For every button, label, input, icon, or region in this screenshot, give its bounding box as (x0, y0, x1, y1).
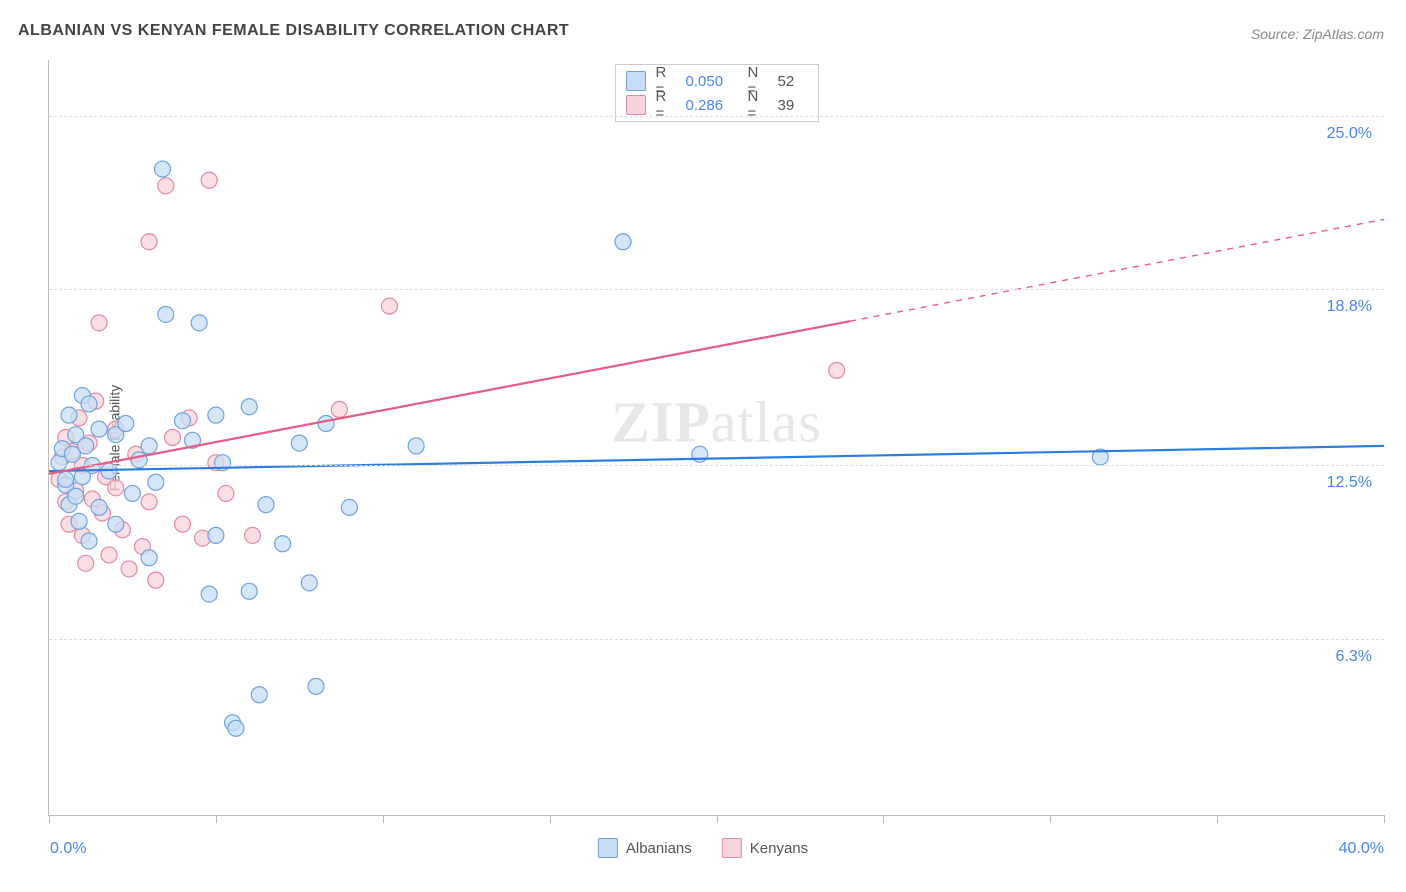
legend-item-albanians: Albanians (598, 838, 692, 858)
scatter-point (175, 516, 191, 532)
n-value-albanians: 52 (778, 73, 808, 90)
scatter-point (318, 416, 334, 432)
series-legend: Albanians Kenyans (598, 838, 808, 858)
x-axis-max-label: 40.0% (1339, 840, 1384, 858)
legend-item-kenyans: Kenyans (722, 838, 808, 858)
scatter-point (175, 413, 191, 429)
scatter-point (228, 720, 244, 736)
scatter-point (141, 494, 157, 510)
scatter-point (81, 533, 97, 549)
chart-title: ALBANIAN VS KENYAN FEMALE DISABILITY COR… (18, 22, 569, 40)
scatter-point (124, 485, 140, 501)
r-value-albanians: 0.050 (686, 73, 738, 90)
scatter-point (829, 362, 845, 378)
scatter-point (121, 561, 137, 577)
trend-line-extrapolated (850, 219, 1384, 321)
scatter-point (615, 234, 631, 250)
scatter-point (241, 583, 257, 599)
scatter-point (141, 438, 157, 454)
x-tick (216, 815, 217, 823)
scatter-point (58, 471, 74, 487)
scatter-point (258, 497, 274, 513)
chart-container: ALBANIAN VS KENYAN FEMALE DISABILITY COR… (0, 0, 1406, 892)
x-tick (383, 815, 384, 823)
chart-svg (49, 60, 1384, 815)
x-tick (550, 815, 551, 823)
scatter-point (78, 438, 94, 454)
scatter-point (118, 416, 134, 432)
scatter-point (61, 407, 77, 423)
x-tick (883, 815, 884, 823)
scatter-point (208, 527, 224, 543)
legend-label-albanians: Albanians (626, 840, 692, 857)
y-tick-label: 6.3% (1336, 648, 1372, 666)
scatter-point (381, 298, 397, 314)
scatter-point (141, 234, 157, 250)
scatter-point (158, 306, 174, 322)
scatter-point (251, 687, 267, 703)
scatter-point (191, 315, 207, 331)
gridline-h (49, 639, 1384, 640)
n-value-kenyans: 39 (778, 97, 808, 114)
x-tick (1050, 815, 1051, 823)
scatter-point (108, 516, 124, 532)
trend-line (49, 446, 1384, 471)
scatter-point (308, 678, 324, 694)
scatter-point (91, 421, 107, 437)
x-tick (1217, 815, 1218, 823)
scatter-point (81, 396, 97, 412)
stats-legend-row-albanians: R = 0.050 N = 52 (626, 69, 808, 93)
legend-swatch-kenyans (722, 838, 742, 858)
legend-swatch-albanians (598, 838, 618, 858)
r-value-kenyans: 0.286 (686, 97, 738, 114)
scatter-point (148, 474, 164, 490)
scatter-point (201, 586, 217, 602)
x-axis-min-label: 0.0% (50, 840, 86, 858)
swatch-kenyans (626, 95, 646, 115)
x-tick (49, 815, 50, 823)
stats-legend-row-kenyans: R = 0.286 N = 39 (626, 93, 808, 117)
gridline-h (49, 116, 1384, 117)
x-tick (717, 815, 718, 823)
scatter-point (154, 161, 170, 177)
y-tick-label: 25.0% (1327, 125, 1372, 143)
swatch-albanians (626, 71, 646, 91)
scatter-point (78, 555, 94, 571)
scatter-point (101, 547, 117, 563)
scatter-point (71, 513, 87, 529)
x-tick (1384, 815, 1385, 823)
scatter-point (331, 402, 347, 418)
scatter-point (275, 536, 291, 552)
y-tick-label: 18.8% (1327, 298, 1372, 316)
scatter-point (164, 430, 180, 446)
legend-label-kenyans: Kenyans (750, 840, 808, 857)
source-label: Source: ZipAtlas.com (1251, 26, 1384, 42)
scatter-point (201, 172, 217, 188)
plot-area: Female Disability ZIPatlas R = 0.050 N =… (48, 60, 1384, 816)
scatter-point (408, 438, 424, 454)
scatter-point (91, 315, 107, 331)
scatter-point (91, 499, 107, 515)
scatter-point (241, 399, 257, 415)
scatter-point (141, 550, 157, 566)
scatter-point (148, 572, 164, 588)
trend-line (49, 321, 850, 474)
scatter-point (158, 178, 174, 194)
scatter-point (341, 499, 357, 515)
gridline-h (49, 289, 1384, 290)
scatter-point (218, 485, 234, 501)
gridline-h (49, 465, 1384, 466)
scatter-point (108, 480, 124, 496)
scatter-point (208, 407, 224, 423)
y-tick-label: 12.5% (1327, 474, 1372, 492)
scatter-point (68, 488, 84, 504)
stats-legend: R = 0.050 N = 52 R = 0.286 N = 39 (615, 64, 819, 122)
scatter-point (245, 527, 261, 543)
scatter-point (291, 435, 307, 451)
scatter-point (301, 575, 317, 591)
